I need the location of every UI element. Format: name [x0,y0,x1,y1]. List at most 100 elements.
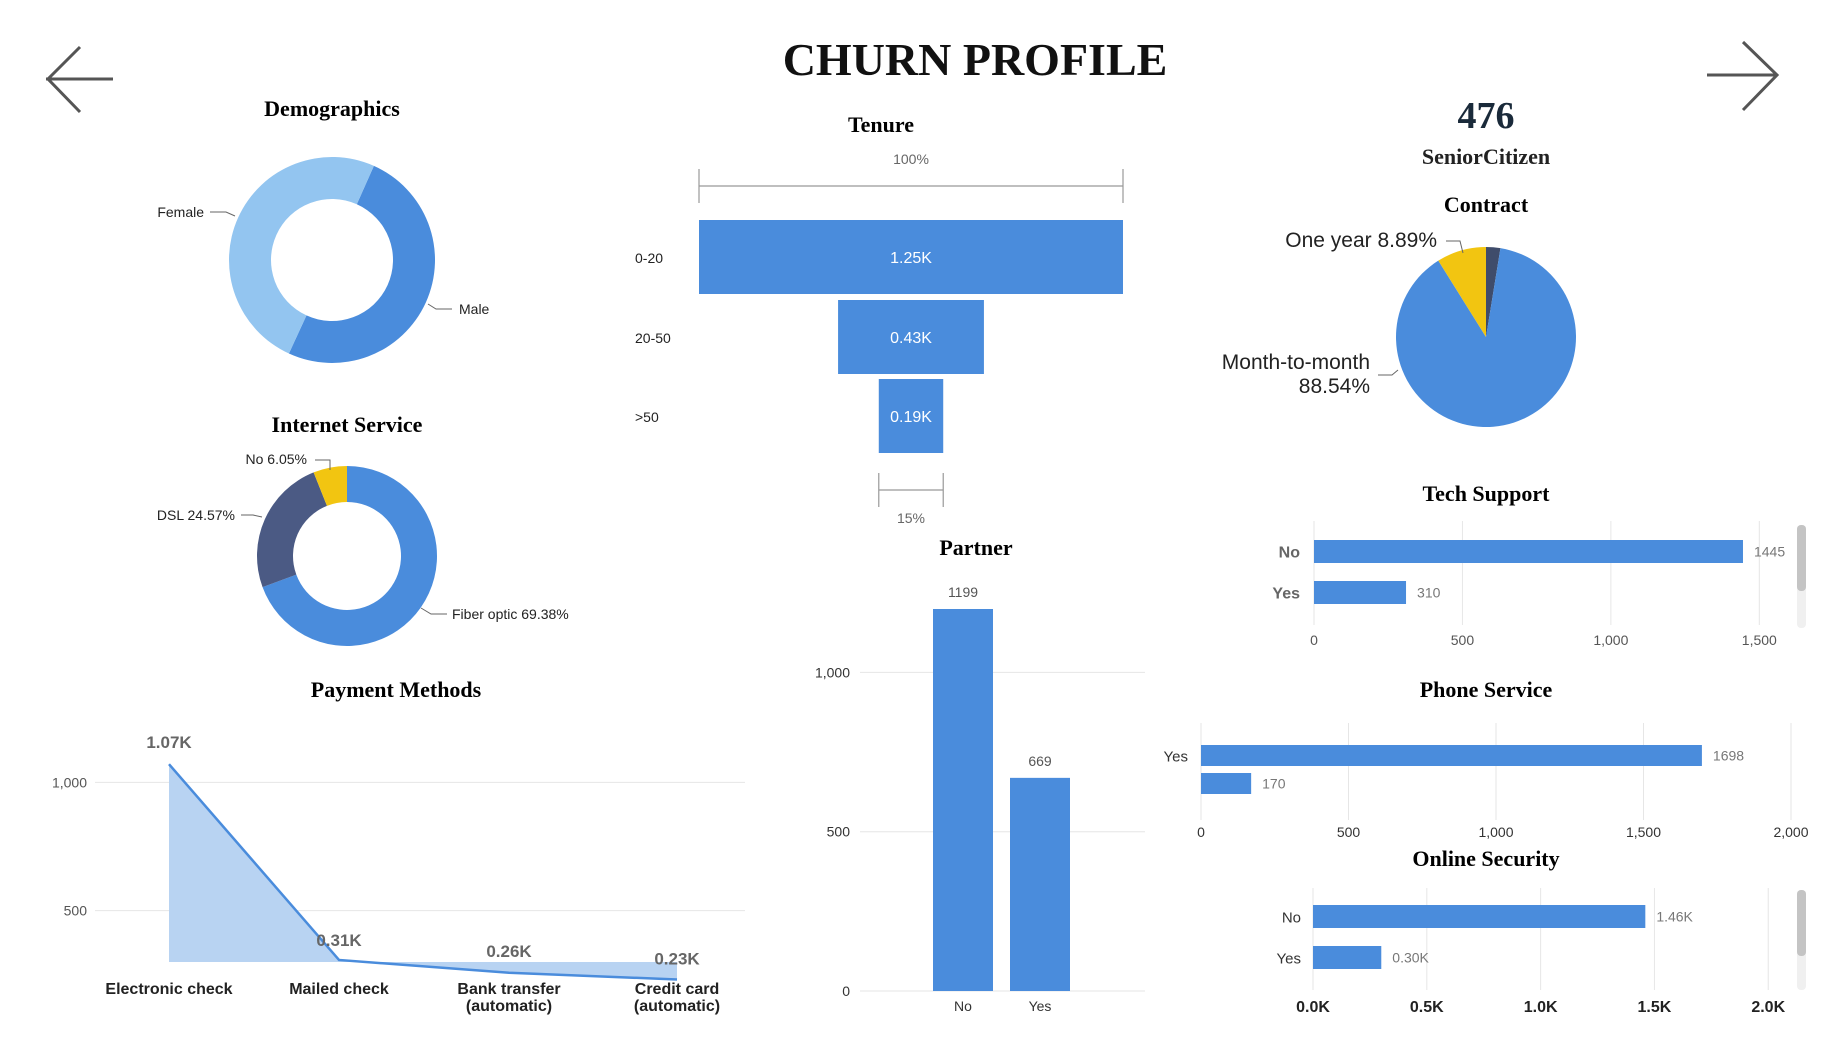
tenure-title: Tenure [848,112,914,137]
data-label: 170 [1262,776,1286,792]
demographics-donut-chart: Male Female [157,157,490,364]
bar-no [933,609,993,991]
internet-service-title: Internet Service [272,412,423,437]
category-label: Yes [1277,951,1301,968]
leader-line-fiber-optic [420,607,447,615]
slice-label-dsl: DSL 24.57% [157,507,235,523]
tech-support-bar-chart: 0 500 1,000 1,500 1445 No 310 Yes [1272,521,1785,648]
x-tick-label: Electronic check [105,981,232,998]
donut-slice-male [288,165,436,364]
leader-line-month-to-month [1378,369,1399,376]
x-tick-label: Yes [1029,998,1052,1014]
pie-slice-month-to-month [1396,248,1577,428]
slice-label-male: Male [459,301,490,317]
top-percent-label: 100% [893,151,929,167]
x-tick-label: 1.5K [1638,999,1672,1016]
partner-bar-chart: 0 500 1,000 1199 No 669 Yes [815,584,1145,1014]
x-tick-label: 2.0K [1751,999,1785,1016]
y-tick-label: 0 [842,983,850,999]
x-tick-label: 0 [1310,632,1318,648]
donut-slice-dsl [257,472,327,588]
payment-methods-area-chart: 500 1,000 1.07K 0.31K 0.26K 0.23K Electronic c… [52,733,745,1015]
category-label: No [1279,545,1301,562]
y-tick-label: 1,000 [52,774,87,790]
funnel-bar [878,379,944,453]
funnel-category-label: >50 [635,409,659,425]
data-label: 1.07K [146,733,192,752]
funnel-bar [838,300,984,374]
demographics-title: Demographics [264,96,400,121]
payment-methods-title: Payment Methods [311,677,482,702]
back-arrow-icon[interactable] [38,40,120,120]
x-tick-label: 0.5K [1410,999,1444,1016]
funnel-data-label: 0.43K [890,330,932,347]
x-tick-label: 1,000 [1478,824,1513,840]
bottom-percent-label: 15% [897,510,925,526]
data-label: 669 [1028,753,1052,769]
category-label: Yes [1272,586,1300,603]
category-label: Yes [1164,749,1188,766]
funnel-data-label: 0.19K [890,409,932,426]
bar [1314,540,1743,563]
leader-line-female [210,211,236,217]
tech-support-title: Tech Support [1423,481,1551,506]
donut-slice-fiber-optic [262,466,437,646]
slice-label-no: No 6.05% [246,451,307,467]
forward-arrow-icon[interactable] [1700,38,1782,120]
pie-slice-two-year [1486,247,1501,337]
bar [1201,773,1252,794]
online-security-scrollbar[interactable] [1797,890,1806,990]
data-label: 1.46K [1656,909,1693,925]
leader-line-no [315,459,331,470]
data-label: 1445 [1754,544,1785,560]
x-tick-label: 1.0K [1524,999,1558,1016]
slice-label-month-to-month-pct: 88.54% [1299,375,1370,398]
x-tick-label: 1,000 [1593,632,1628,648]
x-tick-label: 2,000 [1773,824,1808,840]
online-security-title: Online Security [1412,846,1559,871]
x-tick-label: 0.0K [1296,999,1330,1016]
funnel-bar [699,220,1123,294]
tech-support-scrollbar[interactable] [1797,525,1806,628]
leader-line-one-year [1446,240,1464,254]
data-label: 310 [1417,585,1441,601]
x-tick-label: 500 [1337,824,1361,840]
online-security-bar-chart: 0.0K 0.5K 1.0K 1.5K 2.0K 1.46K No 0.30K Yes [1277,888,1786,1016]
y-tick-label: 500 [64,903,88,919]
data-label: 1199 [948,584,978,600]
bar [1313,905,1646,928]
series-line [168,763,678,981]
kpi-label: SeniorCitizen [1422,144,1550,169]
y-tick-label: 500 [827,824,851,840]
data-label: 0.30K [1392,950,1429,966]
y-tick-label: 1,000 [815,664,850,680]
phone-service-bar-chart: 0 500 1,000 1,500 2,000 1698 Yes 170 [1164,723,1809,840]
x-tick-label: Bank transfer [457,981,560,998]
leader-line-male [427,303,452,310]
pie-slice-one-year [1438,247,1486,337]
page-title: CHURN PROFILE [783,34,1168,85]
funnel-category-label: 0-20 [635,250,663,266]
slice-label-female: Female [157,204,204,220]
tenure-funnel-chart: 100% 1.25K 0-20 0.43K 20-50 0.19K >50 15% [635,151,1124,526]
x-tick-label: (automatic) [466,998,552,1015]
data-label: 0.31K [316,931,362,950]
area-fill [169,764,677,980]
slice-label-month-to-month: Month-to-month [1222,351,1370,374]
x-tick-label: No [954,998,972,1014]
kpi-value: 476 [1458,95,1515,137]
bar [1201,745,1702,766]
slice-label-one-year: One year 8.89% [1285,229,1437,252]
donut-slice-no [313,466,347,506]
x-tick-label: 0 [1197,824,1205,840]
internet-service-donut-chart: Fiber optic 69.38% DSL 24.57% No 6.05% [157,451,569,646]
partner-title: Partner [939,535,1013,560]
x-tick-label: 1,500 [1742,632,1777,648]
slice-label-fiber-optic: Fiber optic 69.38% [452,606,569,622]
bar [1314,581,1407,604]
x-tick-label: Credit card [635,981,719,998]
category-label: No [1282,910,1301,927]
